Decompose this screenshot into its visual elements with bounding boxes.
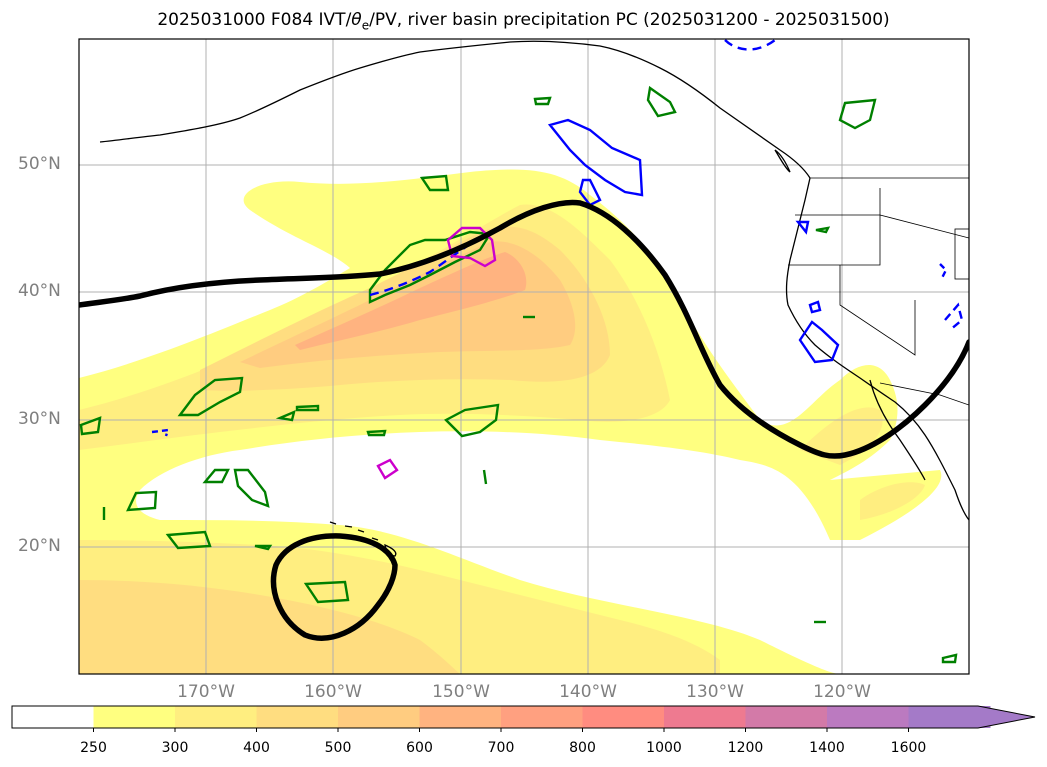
pv-contours [79,199,969,641]
baja-peninsula [869,379,926,481]
ivt-band-600 [295,252,527,350]
colorbar-tick-label: 400 [243,740,270,756]
precip-contour [202,468,230,484]
colorbar-tick-label: 1200 [727,740,764,756]
precip-contour [79,416,102,436]
lon-label-140w: 140°W [559,682,617,702]
theta-e-solid [547,118,644,197]
colorbar [11,705,1036,732]
colorbar-tick-label: 600 [406,740,433,756]
theta-e-dashed [724,39,776,51]
colorbar-outline [11,705,1036,729]
precip-contours [79,85,958,664]
precip-contour [838,98,877,130]
precip-contour [368,230,493,304]
colorbar-segment [175,706,257,728]
borders [788,177,969,406]
colorbar-segment [93,706,176,728]
vancouver-island [774,149,791,173]
precip-contour [419,174,450,192]
border-box-east [954,228,969,280]
theta-e-dashed [944,302,964,331]
colorbar-tick-label: 250 [80,740,107,756]
colorbar-tick-label: 1000 [646,740,682,756]
theta-e-solid [798,320,840,364]
colorbar-segment [419,706,502,728]
colorbar-tick-label: 700 [487,740,515,756]
precip-contour [815,226,831,234]
colorbar-segment [664,706,746,728]
theta-e-dashed [939,263,948,279]
precip-contour [303,580,350,604]
precip-contour [533,96,552,106]
colorbar-segment [501,706,583,728]
colorbar-tick-label: 500 [324,740,352,756]
na-west-coast [785,177,969,521]
precip-contour [646,85,677,118]
precip-contour [233,468,270,508]
theta-e-dashed [151,428,170,437]
colorbar-segment [12,706,94,728]
hawaii-islands [329,521,397,557]
coastlines [99,40,969,557]
colorbar-tick-label: 800 [569,740,596,756]
lat-label-30: 30°N [18,409,61,429]
precip-contour [443,403,500,438]
border-us-mexico [879,382,969,406]
lon-label-150w: 150°W [432,682,490,702]
border-or-ca [788,214,969,266]
colorbar-segment [827,706,909,728]
pv-contour-main [79,199,969,459]
precip-contour [126,490,158,512]
magenta-contours [376,226,497,480]
lat-label-40: 40°N [18,281,61,301]
theta-e-solid [795,220,810,235]
lon-label-120w: 120°W [813,682,871,702]
border-ca-nv [839,265,916,356]
alaska-coast [99,40,811,179]
colorbar-segment [582,706,665,728]
map-frame [78,38,970,675]
magenta-contour [446,226,497,268]
magenta-contour [376,458,399,480]
ivt-band-300 [79,204,925,674]
theta-e-contours [151,39,964,437]
colorbar-segment [256,706,339,728]
graticule [79,39,969,674]
precip-contour [275,409,296,422]
map-title: 2025031000 F084 IVT/θe/PV, river basin p… [157,10,890,33]
theta-e-solid [808,300,822,314]
lon-label-160w: 160°W [304,682,362,702]
lat-label-20: 20°N [18,536,61,556]
precip-contour [254,544,273,551]
precip-contour [177,376,244,417]
theta-e-solid [578,178,602,207]
colorbar-tick-label: 300 [161,740,189,756]
precip-contour [941,653,958,664]
colorbar-tick-label: 1600 [890,740,927,756]
lat-label-50: 50°N [18,154,61,174]
colorbar-tick-label: 1400 [809,740,845,756]
lon-label-170w: 170°W [177,682,235,702]
pv-contour-hawaii-loop [270,533,398,641]
colorbar-segment [745,706,828,728]
precip-contour [482,469,488,485]
colorbar-segment [338,706,420,728]
colorbar-extend-arrow [908,706,1035,728]
precip-contour [165,530,212,550]
theta-e-dashed [369,236,481,297]
lon-label-130w: 130°W [686,682,744,702]
precip-contour [366,429,387,437]
precip-contour [295,404,320,412]
